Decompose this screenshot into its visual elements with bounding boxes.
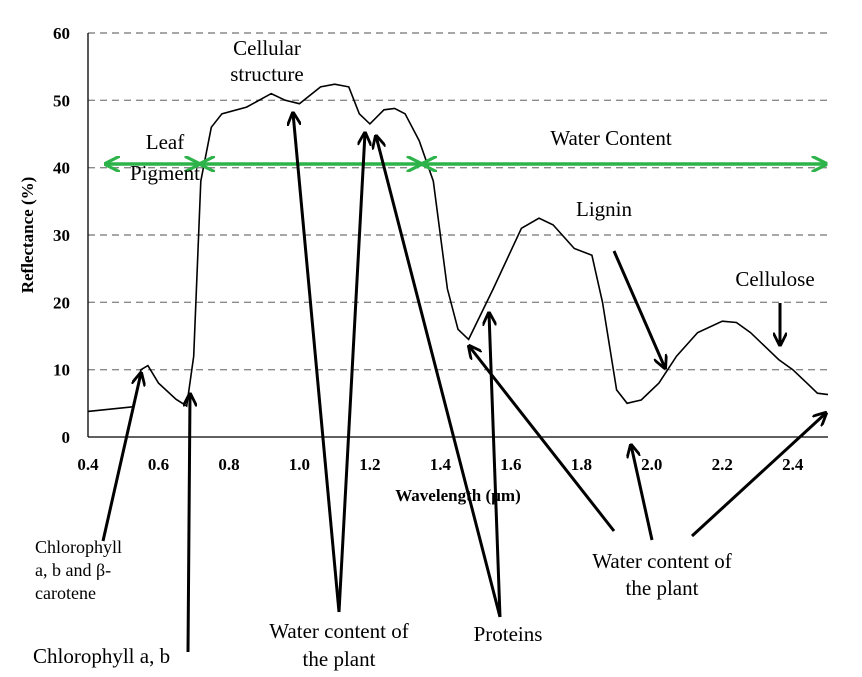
x-tick-label: 2.0 — [641, 455, 662, 474]
x-axis-title: Wavelength (µm) — [395, 486, 520, 505]
annotation-line: Leaf — [146, 130, 184, 154]
y-tick-label: 50 — [53, 91, 70, 110]
annotation-arrow — [337, 133, 365, 613]
annotation-water_plant_2: Water content of the plant — [592, 549, 731, 600]
annotation-line: Pigment — [130, 161, 200, 185]
x-tick-label: 1.0 — [289, 455, 310, 474]
annotation-arrow — [631, 445, 654, 541]
annotation-arrow — [690, 413, 826, 538]
annotation-line: Proteins — [474, 622, 543, 646]
x-tick-label: 2.4 — [782, 455, 804, 474]
x-tick-label: 0.4 — [77, 455, 99, 474]
annotation-arrow — [469, 346, 616, 532]
annotation-arrow — [489, 313, 502, 618]
annotation-line: carotene — [35, 583, 96, 603]
annotation-cellular: Cellular structure — [230, 36, 303, 86]
annotation-line: Water content of — [592, 549, 731, 573]
annotation-arrow — [376, 136, 502, 618]
annotation-leaf: Leaf Pigment — [130, 130, 200, 185]
annotation-cellulose: Cellulose — [735, 267, 814, 291]
annotation-water_top: Water Content — [550, 126, 672, 150]
annotation-line: Water Content — [550, 126, 672, 150]
reflectance-curve — [87, 83, 829, 413]
y-tick-label: 30 — [53, 226, 70, 245]
y-tick-label: 10 — [53, 361, 70, 380]
x-tick-label: 1.6 — [500, 455, 521, 474]
annotation-chl_ab: Chlorophyll a, b — [33, 644, 170, 668]
annotation-line: Cellular — [233, 36, 301, 60]
x-tick-label: 0.8 — [218, 455, 239, 474]
x-tick-label: 1.4 — [430, 455, 452, 474]
y-tick-label: 20 — [53, 293, 70, 312]
y-tick-label: 40 — [53, 159, 70, 178]
annotation-water_plant_1: Water content of the plant — [269, 619, 408, 671]
annotation-lignin: Lignin — [576, 197, 632, 221]
annotation-arrow — [612, 250, 665, 368]
annotation-line: Lignin — [576, 197, 632, 221]
annotation-arrow — [293, 113, 341, 613]
annotation-line: Cellulose — [735, 267, 814, 291]
x-tick-label: 2.2 — [712, 455, 733, 474]
annotation-line: structure — [230, 62, 303, 86]
y-axis-title: Reflectance (%) — [18, 177, 37, 294]
annotation-line: the plant — [626, 576, 699, 600]
annotation-arrow — [188, 394, 190, 653]
y-tick-label: 60 — [53, 24, 70, 43]
annotation-line: Water content of — [269, 619, 408, 643]
annotation-line: the plant — [303, 647, 376, 671]
x-tick-label: 1.2 — [359, 455, 380, 474]
annotation-chl_abc: Chlorophyll a, b and β-carotene — [35, 537, 122, 603]
annotation-line: a, b and β- — [35, 560, 111, 580]
x-tick-label: 1.8 — [571, 455, 592, 474]
annotation-line: Chlorophyll — [35, 537, 122, 557]
annotation-proteins: Proteins — [474, 622, 543, 646]
annotation-line: Chlorophyll a, b — [33, 644, 170, 668]
annotation-arrow — [101, 373, 141, 542]
y-tick-label: 0 — [62, 428, 71, 447]
x-tick-label: 0.6 — [148, 455, 169, 474]
